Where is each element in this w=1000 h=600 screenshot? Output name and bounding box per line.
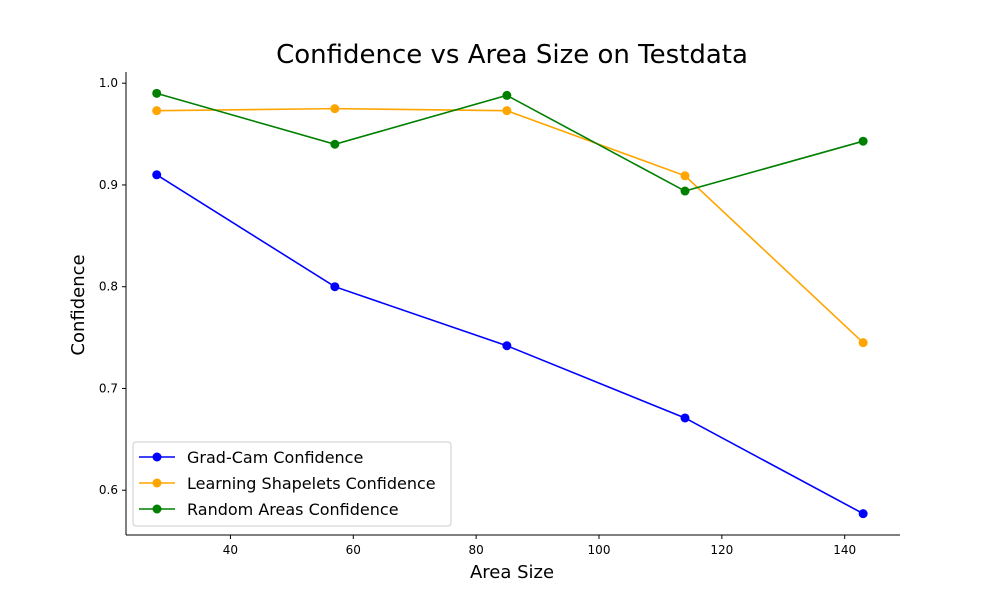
data-point	[152, 170, 162, 180]
data-point	[330, 139, 340, 149]
data-point	[152, 88, 162, 98]
series-layer	[152, 88, 868, 519]
data-point	[858, 136, 868, 146]
legend-label: Random Areas Confidence	[187, 500, 399, 519]
legend-box	[132, 441, 452, 527]
data-point	[502, 341, 512, 351]
x-tick-label: 40	[223, 543, 238, 557]
x-tick-label: 120	[710, 543, 733, 557]
x-tick-label: 100	[588, 543, 611, 557]
legend: Grad-Cam Confidence Learning Shapelets Co…	[132, 441, 452, 527]
x-tick-label: 80	[469, 543, 484, 557]
data-point	[152, 106, 162, 116]
data-point	[680, 186, 690, 196]
legend-label: Grad-Cam Confidence	[187, 448, 363, 467]
legend-swatch-marker	[152, 478, 162, 488]
data-point	[680, 171, 690, 181]
y-tick-label: 0.7	[99, 381, 118, 395]
legend-swatch-marker	[152, 452, 162, 462]
x-tick-label: 140	[833, 543, 856, 557]
chart-title: Confidence vs Area Size on Testdata	[276, 40, 748, 70]
data-point	[858, 338, 868, 348]
axes: 40 60 80 100 120 140 0.6 0.7 0.8 0.9 1.0	[99, 72, 900, 557]
data-point	[858, 509, 868, 519]
x-tick-label: 60	[346, 543, 361, 557]
x-axis-label: Area Size	[470, 562, 554, 583]
legend-swatch-marker	[152, 504, 162, 514]
y-axis-label: Confidence	[68, 254, 89, 355]
data-point	[330, 282, 340, 292]
y-tick-label: 0.6	[99, 483, 118, 497]
data-point	[502, 106, 512, 116]
y-tick-label: 1.0	[99, 76, 118, 90]
legend-label: Learning Shapelets Confidence	[187, 474, 436, 493]
y-tick-label: 0.9	[99, 178, 118, 192]
series-line	[156, 107, 864, 344]
data-point	[502, 90, 512, 100]
y-tick-label: 0.8	[99, 280, 118, 294]
data-point	[330, 104, 340, 114]
data-point	[680, 413, 690, 423]
